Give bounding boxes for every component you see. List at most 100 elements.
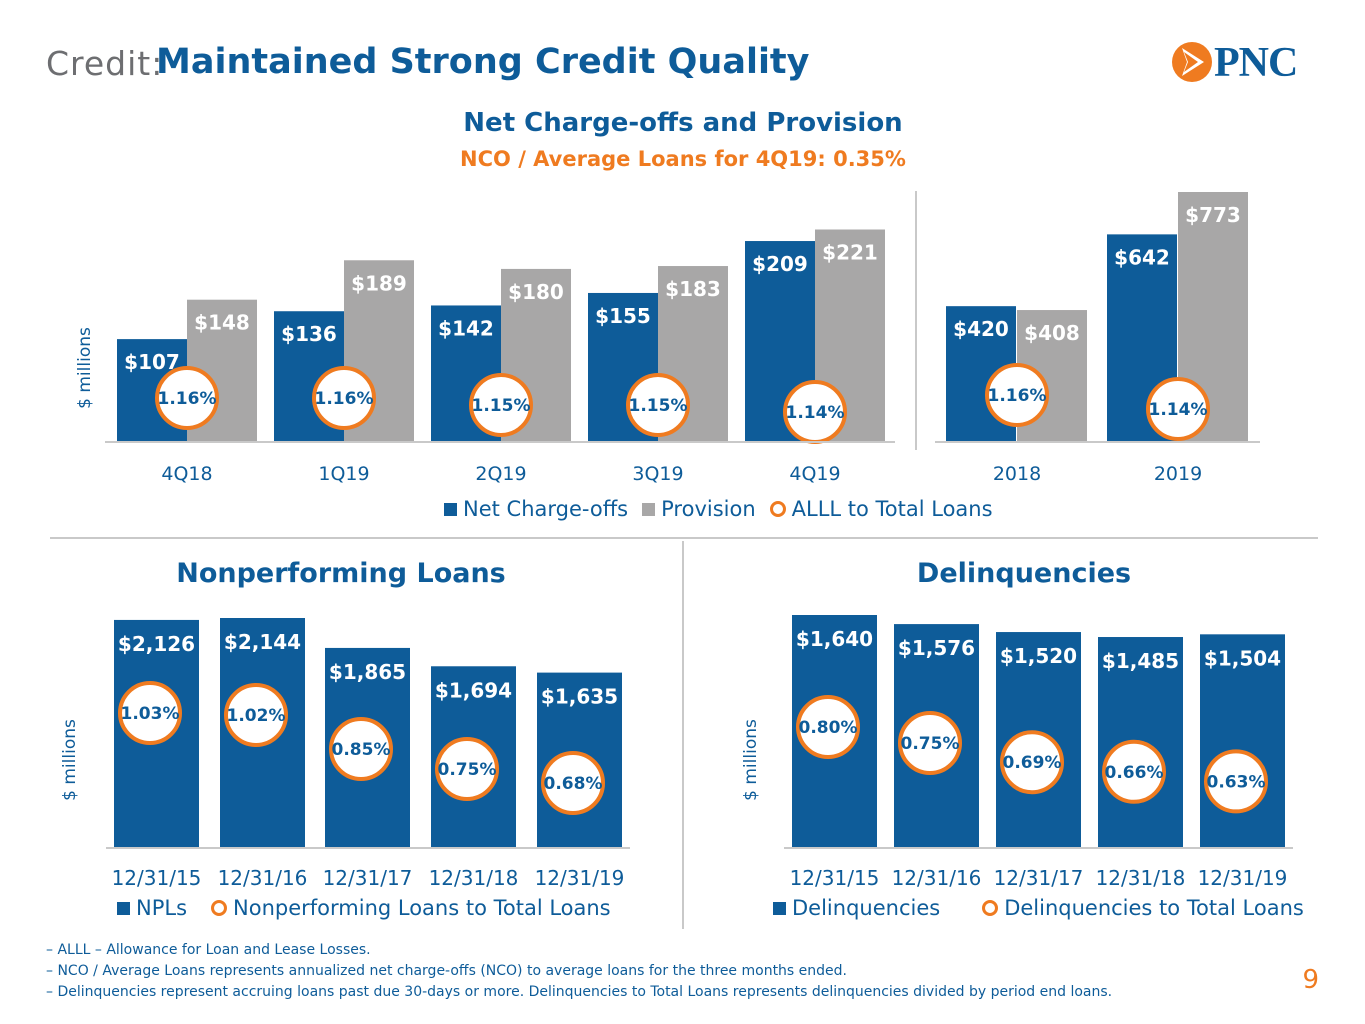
data-label: $1,504 xyxy=(1204,646,1281,670)
x-tick-label: 12/31/18 xyxy=(1096,866,1186,890)
legend-delinq-ratio: Delinquencies to Total Loans xyxy=(982,896,1304,920)
ratio-label: 0.63% xyxy=(1207,772,1266,792)
legend-npl: NPLs xyxy=(117,896,187,920)
legend-provision: Provision xyxy=(642,497,756,521)
data-label: $1,694 xyxy=(435,678,512,702)
title-prefix: Credit: xyxy=(46,44,164,83)
data-label-provision: $183 xyxy=(665,277,721,301)
page-title: Maintained Strong Credit Quality xyxy=(156,42,810,82)
x-tick-label: 12/31/19 xyxy=(535,866,625,890)
legend-alll: ALLL to Total Loans xyxy=(769,497,993,521)
ratio-marker xyxy=(1204,749,1268,814)
pnc-logo: PNC xyxy=(1170,38,1322,90)
x-tick-label: 12/31/15 xyxy=(112,866,202,890)
legend-swatch-blue xyxy=(444,502,457,516)
ratio-marker xyxy=(796,695,860,759)
nco-chart-subtitle: NCO / Average Loans for 4Q19: 0.35% xyxy=(460,147,906,171)
data-label-nco: $107 xyxy=(124,350,180,374)
ratio-marker xyxy=(329,717,393,781)
y-axis-label: $ millions xyxy=(75,327,95,409)
ratio-marker xyxy=(1146,377,1210,441)
data-label-nco: $142 xyxy=(438,316,494,340)
data-label-provision: $221 xyxy=(822,241,878,265)
legend-npl-ratio: Nonperforming Loans to Total Loans xyxy=(211,896,611,920)
x-tick-label: 12/31/16 xyxy=(218,866,308,890)
data-label-provision: $180 xyxy=(508,280,564,304)
charts-canvas: $ millions $107 $148 1.16% 4Q18 $136 $189 1.16%… xyxy=(60,191,1293,890)
legend-label-delinq: Delinquencies xyxy=(792,896,941,920)
legend-label-provision: Provision xyxy=(661,497,756,521)
ratio-marker xyxy=(224,683,288,747)
x-tick-label: 4Q19 xyxy=(789,463,840,485)
legend-label-delinq-ratio: Delinquencies to Total Loans xyxy=(1004,896,1304,920)
data-label: $1,865 xyxy=(329,660,406,684)
legend-label-alll: ALLL to Total Loans xyxy=(791,497,993,521)
ratio-marker xyxy=(541,751,605,815)
x-tick-label: 2019 xyxy=(1154,463,1202,485)
footnote: – ALLL – Allowance for Loan and Lease Lo… xyxy=(46,942,371,958)
data-label-nco: $209 xyxy=(752,252,808,276)
ratio-label: 1.03% xyxy=(121,704,180,724)
ratio-marker xyxy=(1000,730,1064,795)
x-tick-label: 2Q19 xyxy=(475,463,526,485)
ratio-label: 0.85% xyxy=(332,740,391,760)
section-divider xyxy=(50,537,1318,539)
ratio-marker xyxy=(118,681,182,745)
delinq-chart-title: Delinquencies xyxy=(916,558,1132,589)
x-tick-label: 12/31/17 xyxy=(323,866,413,890)
legend-swatch-blue xyxy=(773,901,786,915)
data-label-nco: $642 xyxy=(1114,245,1170,269)
ratio-label: 0.75% xyxy=(438,760,497,780)
legend-ring-icon xyxy=(211,900,228,916)
footnotes: – ALLL – Allowance for Loan and Lease Lo… xyxy=(46,940,1112,1003)
data-label: $1,520 xyxy=(1000,644,1077,668)
x-tick-label: 1Q19 xyxy=(318,463,369,485)
legend-ring-icon xyxy=(982,900,999,916)
legend-swatch-blue xyxy=(117,901,130,915)
data-label: $2,126 xyxy=(118,632,195,656)
legend-label-npl: NPLs xyxy=(136,896,188,920)
ratio-label: 1.02% xyxy=(227,706,286,726)
ratio-label: 1.16% xyxy=(315,389,374,409)
data-label-provision: $148 xyxy=(194,311,250,335)
page-number: 9 xyxy=(1302,965,1319,995)
ratio-label: 0.75% xyxy=(901,734,960,754)
ratio-label: 1.15% xyxy=(629,396,688,416)
ratio-label: 0.66% xyxy=(1105,763,1164,783)
data-label: $2,144 xyxy=(224,630,301,654)
x-tick-label: 12/31/17 xyxy=(994,866,1084,890)
x-tick-label: 2018 xyxy=(993,463,1041,485)
data-label-provision: $773 xyxy=(1185,203,1241,227)
legend-label-nco: Net Charge-offs xyxy=(463,497,629,521)
data-label-nco: $155 xyxy=(595,304,651,328)
ratio-label: 0.68% xyxy=(544,774,603,794)
x-tick-label: 12/31/18 xyxy=(429,866,519,890)
legend-nco: Net Charge-offs xyxy=(444,497,628,521)
x-tick-label: 4Q18 xyxy=(161,463,212,485)
ratio-label: 1.14% xyxy=(1149,400,1208,420)
ratio-label: 0.80% xyxy=(799,718,858,738)
legend-label-npl-ratio: Nonperforming Loans to Total Loans xyxy=(233,896,611,920)
ratio-marker xyxy=(155,366,219,430)
delinq-legend: Delinquencies Delinquencies to Total Loa… xyxy=(773,896,1304,920)
data-label: $1,635 xyxy=(541,685,618,709)
data-label-provision: $408 xyxy=(1024,321,1080,345)
data-label: $1,485 xyxy=(1102,649,1179,673)
data-label-nco: $136 xyxy=(281,322,337,346)
x-tick-label: 3Q19 xyxy=(632,463,683,485)
npl-legend: NPLs Nonperforming Loans to Total Loans xyxy=(117,896,611,920)
nco-chart-title: Net Charge-offs and Provision xyxy=(463,108,903,138)
footnote: – Delinquencies represent accruing loans… xyxy=(46,984,1113,1000)
pnc-logo-icon xyxy=(1172,42,1212,82)
legend-ring-icon xyxy=(769,501,786,517)
ratio-marker xyxy=(985,363,1049,427)
ratio-marker xyxy=(898,711,962,775)
ratio-label: 1.14% xyxy=(786,403,845,423)
x-tick-label: 12/31/15 xyxy=(790,866,880,890)
ratio-label: 1.15% xyxy=(472,396,531,416)
ratio-marker xyxy=(626,373,690,437)
footnote: – NCO / Average Loans represents annuali… xyxy=(46,963,848,979)
data-label: $1,576 xyxy=(898,636,975,660)
logo-text: PNC xyxy=(1214,40,1298,86)
nco-legend: Net Charge-offs Provision ALLL to Total … xyxy=(444,497,993,521)
